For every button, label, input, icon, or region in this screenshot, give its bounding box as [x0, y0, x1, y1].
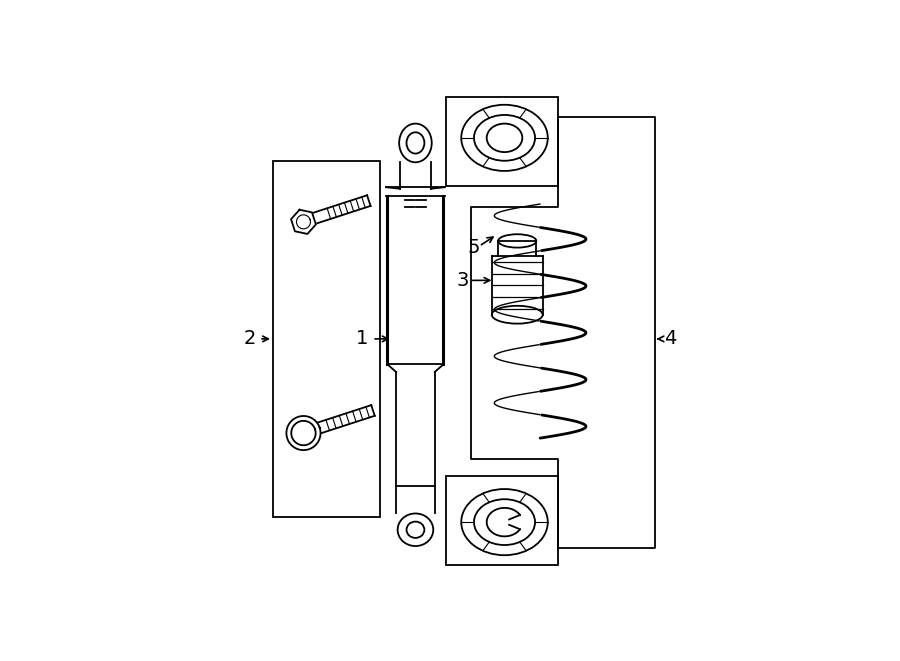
- Text: 3: 3: [456, 271, 469, 290]
- Text: 2: 2: [244, 329, 256, 348]
- Text: 4: 4: [663, 329, 676, 348]
- Bar: [446, 97, 558, 186]
- Bar: [273, 161, 380, 517]
- Text: 1: 1: [356, 329, 368, 348]
- Text: 5: 5: [468, 238, 481, 256]
- Bar: [446, 477, 558, 565]
